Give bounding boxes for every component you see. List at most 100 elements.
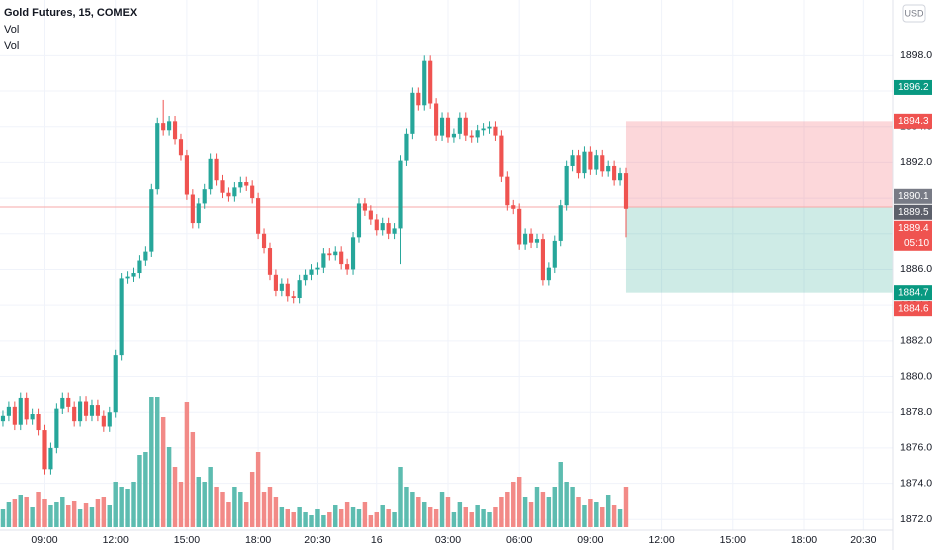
volume-bar [481,509,486,527]
price-label: 1884.7 [898,287,929,298]
volume-bar [344,502,350,527]
candle-body [321,253,326,268]
candle-body [392,228,397,234]
volume-bar [297,507,302,527]
x-tick-label: 12:00 [103,534,129,546]
candle-body [244,182,249,186]
candle-body [238,182,243,188]
volume-bar [48,505,53,527]
candle-body [95,405,100,416]
candle-body [6,406,11,416]
candle-body [600,155,605,172]
candle-body [428,60,433,104]
x-tick-label: 20:30 [304,534,330,546]
volume-bar [166,447,172,527]
candle-body [18,397,23,425]
candle-body [374,219,379,231]
currency-label[interactable]: USD [904,8,924,18]
volume-bar [469,512,474,527]
volume-bar [338,509,344,527]
volume-bar [422,502,427,527]
candle-body [309,269,314,275]
volume-bar [540,492,546,527]
labels: Gold Futures, 15, COMEX Vol Vol USD 1894… [4,4,932,317]
candle-body [113,355,118,413]
y-tick-label: 1898.0 [900,49,932,61]
candle-body [546,267,551,281]
candle-body [594,155,599,170]
volume-bar [101,497,107,527]
volume-bar [309,515,314,527]
indicator-label: Vol [4,40,19,52]
candle-body [487,126,492,129]
stop-zone [625,121,893,208]
price-label-bg [894,220,932,251]
candle-body [327,253,332,256]
candle-body [30,414,35,420]
volume-bar [499,497,504,527]
volume-bar [451,512,457,527]
price-label-bg [894,285,932,301]
price-label: 1884.6 [898,303,929,314]
candle-body [422,60,427,106]
volume-bar [113,482,118,527]
candle-body [36,414,41,431]
candle-body [184,155,189,195]
time-axis [0,530,893,550]
volume-bar [516,477,522,527]
candle-body [576,155,581,174]
volume-bar [137,455,142,527]
y-tick-label: 1882.0 [900,335,932,347]
candle-body [457,117,462,134]
candle-body [362,203,367,211]
volume-bar [77,509,83,527]
candle-body [131,273,136,277]
volume-bar [18,495,23,527]
volume-bar [267,487,273,527]
volume-bar [60,497,65,527]
x-tick-label: 12:00 [648,534,674,546]
indicator-label: Vol [4,24,19,36]
price-label: 1894.3 [898,116,929,127]
candle-body [380,223,385,231]
volume-bar [546,497,552,527]
y-tick-label: 1874.0 [900,477,932,489]
volume-bar [155,397,160,527]
volume-bar [160,417,166,527]
candle-body [285,283,290,297]
candle-body [42,430,47,470]
price-label: 1889.5 [898,207,929,218]
volume-bar [588,499,593,527]
volume-bar [505,492,510,527]
x-tick-label: 03:00 [435,534,461,546]
candle-body [232,187,237,197]
candle-body [303,274,308,281]
volume-bar [149,397,154,527]
candle-body [78,401,83,422]
volume-bar [600,507,605,527]
candle-body [297,280,302,299]
y-tick-label: 1878.0 [900,406,932,418]
volume-bar [66,505,71,527]
candle-body [469,135,474,138]
candle-body [208,158,213,190]
volume-bar [410,492,415,527]
countdown-label: 05:10 [904,238,929,249]
candle-body [582,151,587,174]
candle-body [339,251,344,265]
candle-body [0,415,6,422]
candle-body [410,92,415,134]
volume-bar [594,502,599,527]
volume-bar [321,515,326,527]
volume-bar [54,502,59,527]
volume-bar [475,505,480,527]
volume-bar [12,499,18,527]
volume-bar [392,512,397,527]
price-label: 1896.2 [898,82,929,93]
volume-bar [83,503,89,527]
candle-body [12,406,17,425]
x-tick-label: 06:00 [506,534,532,546]
volume-bar [611,505,617,527]
currency-button[interactable] [902,4,926,23]
volume-bar [552,487,558,527]
